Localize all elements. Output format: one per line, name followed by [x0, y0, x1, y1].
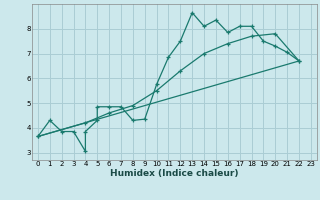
X-axis label: Humidex (Indice chaleur): Humidex (Indice chaleur) — [110, 169, 239, 178]
